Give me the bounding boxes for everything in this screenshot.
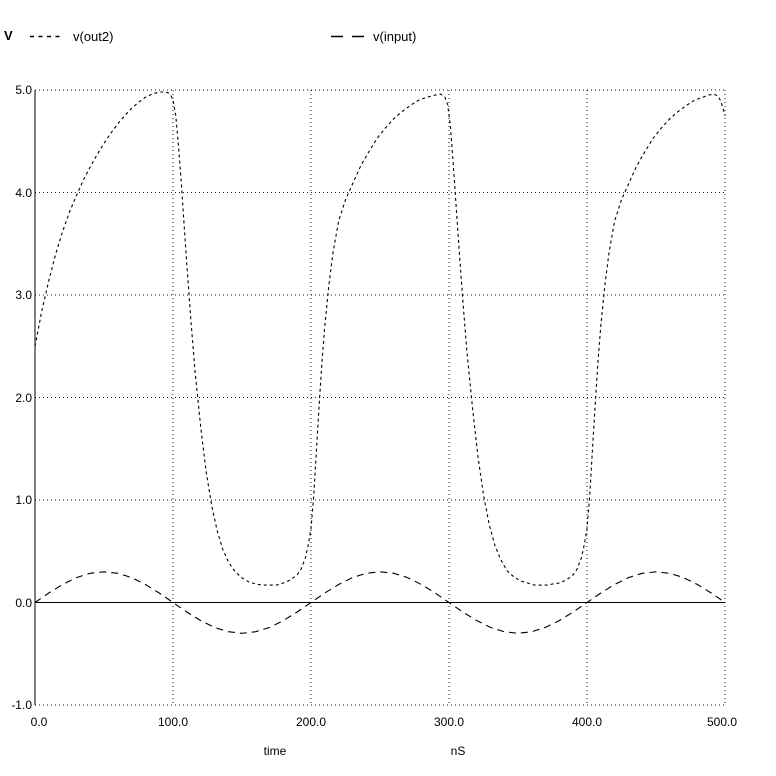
x-tick-400: 400.0 [571,715,603,729]
y-tick-1: 1.0 [15,493,32,507]
y-tick-neg1: -1.0 [11,698,32,712]
y-tick-4: 4.0 [15,185,32,200]
x-axis-title: time [263,744,287,758]
x-tick-300: 300.0 [433,715,465,729]
y-tick-0: 0.0 [15,595,32,610]
y-tick-3: 3.0 [15,288,32,302]
x-tick-500: 500.0 [706,715,738,729]
x-tick-200: 200.0 [295,715,327,729]
legend-dash-sample-input [331,35,365,38]
x-axis-unit: nS [450,744,466,758]
legend-dash-sample-out2 [30,35,64,38]
y-tick-2: 2.0 [15,390,32,405]
legend-label-vinput: v(input) [373,29,417,44]
x-tick-0: 0.0 [30,715,48,729]
y-tick-5: 5.0 [15,83,32,97]
series-v-out2 [34,91,726,586]
x-tick-100: 100.0 [157,715,189,729]
legend-label-vout2: v(out2) [73,29,114,44]
series-v-input [34,571,726,634]
y-unit-label: V [4,28,13,43]
